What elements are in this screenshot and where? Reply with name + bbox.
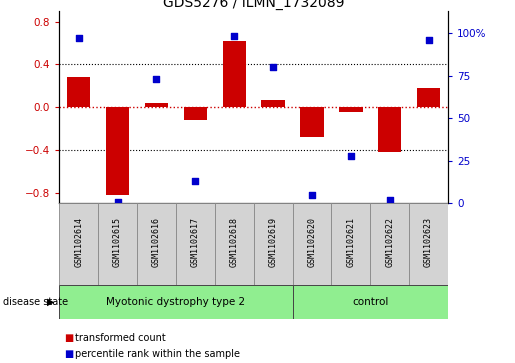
Text: GSM1102615: GSM1102615 xyxy=(113,217,122,268)
FancyBboxPatch shape xyxy=(332,203,370,285)
Text: transformed count: transformed count xyxy=(75,333,165,343)
Bar xyxy=(222,41,246,107)
Text: GSM1102620: GSM1102620 xyxy=(307,217,316,268)
FancyBboxPatch shape xyxy=(176,203,215,285)
FancyBboxPatch shape xyxy=(293,285,448,319)
Text: GSM1102621: GSM1102621 xyxy=(347,217,355,268)
FancyBboxPatch shape xyxy=(253,203,293,285)
Text: ▶: ▶ xyxy=(46,297,54,307)
Point xyxy=(75,35,83,41)
Point xyxy=(152,76,161,82)
Text: GSM1102616: GSM1102616 xyxy=(152,217,161,268)
FancyBboxPatch shape xyxy=(59,285,293,319)
Text: ■: ■ xyxy=(64,349,74,359)
Point xyxy=(269,64,277,70)
Text: GSM1102614: GSM1102614 xyxy=(74,217,83,268)
Bar xyxy=(378,107,401,152)
Text: GSM1102619: GSM1102619 xyxy=(269,217,278,268)
Bar xyxy=(417,88,440,107)
Bar xyxy=(184,107,207,120)
Text: GSM1102623: GSM1102623 xyxy=(424,217,433,268)
Point xyxy=(347,153,355,159)
Text: ■: ■ xyxy=(64,333,74,343)
Bar xyxy=(106,107,129,195)
Point xyxy=(191,178,199,184)
FancyBboxPatch shape xyxy=(215,203,253,285)
Text: control: control xyxy=(352,297,388,307)
Bar xyxy=(339,107,363,113)
Text: GSM1102617: GSM1102617 xyxy=(191,217,200,268)
Text: GSM1102622: GSM1102622 xyxy=(385,217,394,268)
FancyBboxPatch shape xyxy=(59,203,98,285)
FancyBboxPatch shape xyxy=(370,203,409,285)
FancyBboxPatch shape xyxy=(293,203,332,285)
FancyBboxPatch shape xyxy=(409,203,448,285)
FancyBboxPatch shape xyxy=(98,203,137,285)
Text: percentile rank within the sample: percentile rank within the sample xyxy=(75,349,239,359)
Point xyxy=(230,33,238,39)
Point xyxy=(424,37,433,43)
Bar xyxy=(145,103,168,107)
Point xyxy=(308,192,316,198)
Bar xyxy=(262,99,285,107)
FancyBboxPatch shape xyxy=(137,203,176,285)
Bar xyxy=(67,77,90,107)
Bar xyxy=(300,107,323,137)
Text: GSM1102618: GSM1102618 xyxy=(230,217,238,268)
Text: disease state: disease state xyxy=(3,297,67,307)
Point xyxy=(113,199,122,204)
Point xyxy=(386,197,394,203)
Title: GDS5276 / ILMN_1732089: GDS5276 / ILMN_1732089 xyxy=(163,0,345,10)
Text: Myotonic dystrophy type 2: Myotonic dystrophy type 2 xyxy=(106,297,246,307)
